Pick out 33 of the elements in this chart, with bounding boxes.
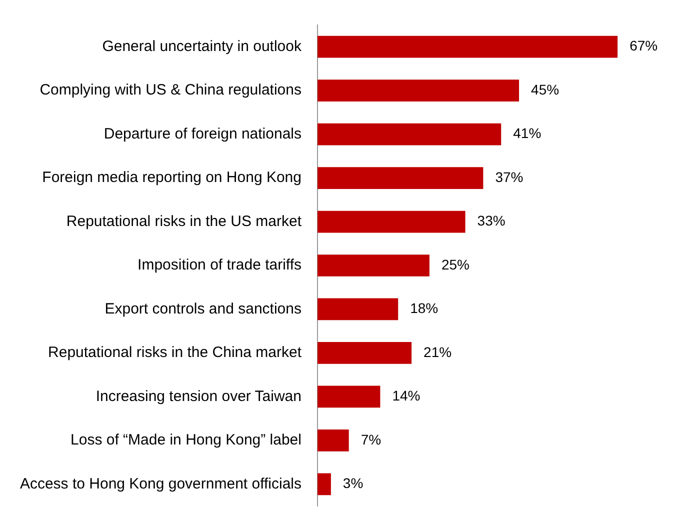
- bar: [318, 386, 380, 408]
- y-tick-label: Access to Hong Kong government officials: [20, 475, 302, 492]
- y-tick-label: Complying with US & China regulations: [40, 82, 302, 99]
- bar: [318, 473, 331, 496]
- bar: [318, 210, 466, 233]
- bar: [318, 36, 618, 58]
- y-tick-label: Export controls and sanctions: [104, 300, 302, 318]
- y-tick-label: Imposition of trade tariffs: [138, 256, 302, 274]
- data-label: 7%: [360, 431, 382, 448]
- data-label: 45%: [531, 81, 560, 98]
- bar: [318, 342, 412, 364]
- bar: [318, 429, 349, 452]
- data-label: 14%: [392, 388, 420, 404]
- y-tick-label: Reputational risks in the US market: [66, 212, 302, 230]
- bar: [318, 298, 398, 320]
- y-tick-label: Reputational risks in the China market: [48, 344, 302, 362]
- data-label: 21%: [424, 344, 452, 360]
- data-label: 18%: [410, 300, 438, 316]
- y-tick-label: Foreign media reporting on Hong Kong: [42, 169, 302, 186]
- bar: [318, 123, 502, 146]
- bar: [318, 80, 520, 102]
- data-label: 3%: [342, 474, 364, 491]
- y-tick-label: General uncertainty in outlook: [102, 38, 302, 56]
- data-label: 25%: [441, 256, 470, 272]
- data-label: 41%: [513, 125, 542, 142]
- y-tick-label: Departure of foreign nationals: [104, 125, 302, 142]
- data-label: 67%: [630, 38, 658, 54]
- y-tick-label: Loss of “Made in Hong Kong” label: [70, 432, 302, 449]
- data-label: 33%: [477, 212, 506, 229]
- bar: [318, 254, 430, 276]
- data-label: 37%: [495, 168, 524, 185]
- y-tick-label: Increasing tension over Taiwan: [96, 388, 302, 405]
- bar: [318, 167, 484, 189]
